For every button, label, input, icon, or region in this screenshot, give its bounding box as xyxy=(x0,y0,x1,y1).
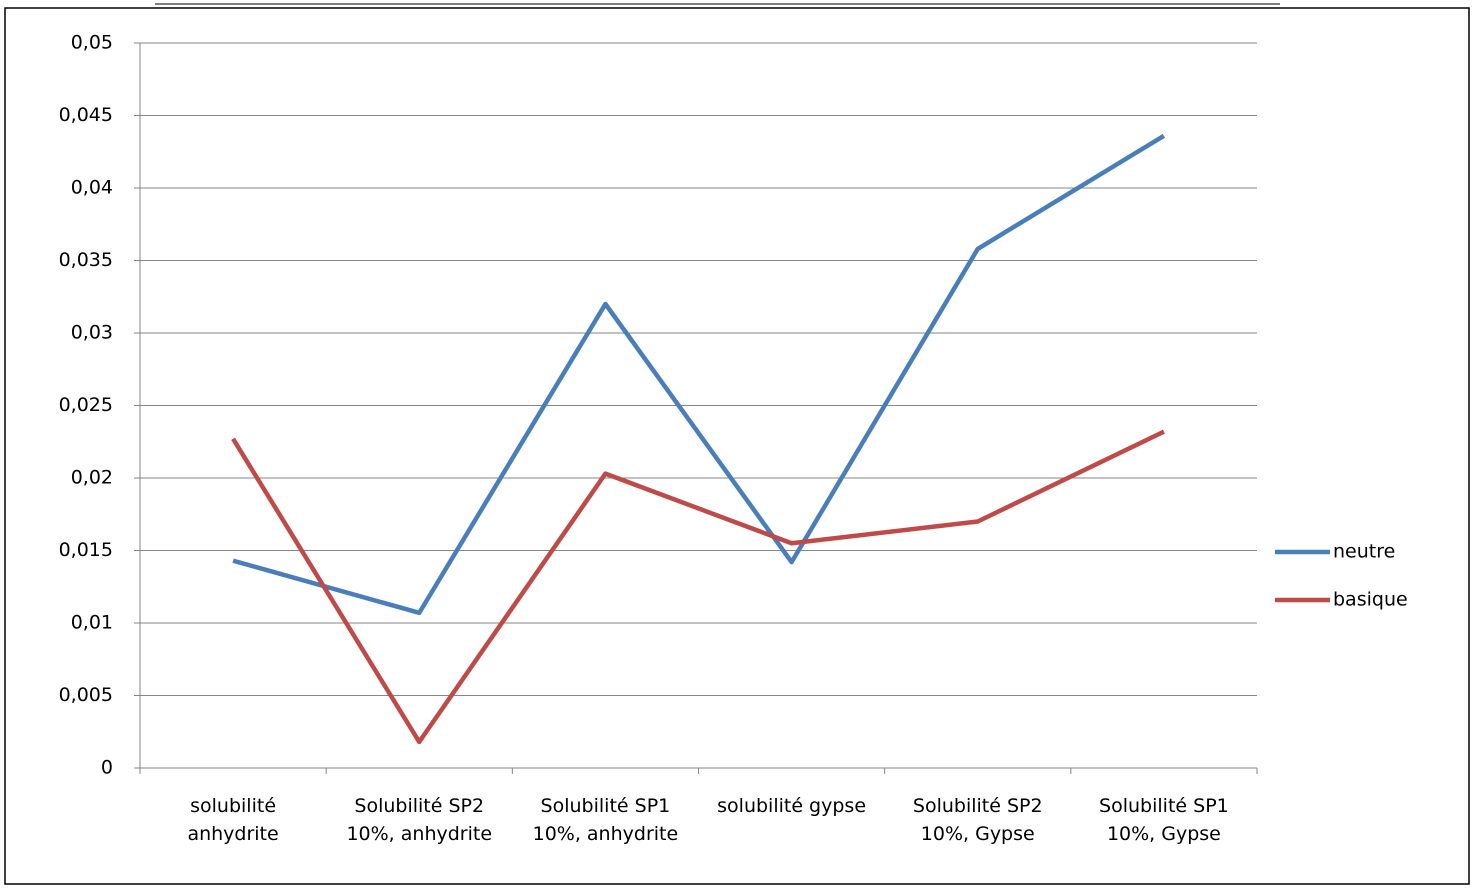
x-tick-label: solubilité anhydrite xyxy=(187,795,279,845)
y-tick-label: 0,03 xyxy=(71,322,113,344)
x-tick-label: Solubilité SP1 10%, Gypse xyxy=(1099,795,1229,845)
x-tick-label: Solubilité SP2 10%, Gypse xyxy=(912,795,1043,845)
legend-label: basique xyxy=(1333,589,1408,611)
y-tick-label: 0,02 xyxy=(71,467,113,489)
legend-label: neutre xyxy=(1333,541,1395,563)
y-tick-label: 0,01 xyxy=(71,612,113,634)
y-tick-label: 0,025 xyxy=(59,394,113,416)
y-tick-label: 0,005 xyxy=(59,684,113,706)
series-line xyxy=(232,133,1166,616)
x-tick-label: Solubilité SP2 10%, anhydrite xyxy=(346,795,493,845)
series-line xyxy=(231,429,1165,745)
y-tick-label: 0,04 xyxy=(71,177,113,199)
y-tick-label: 0,015 xyxy=(59,539,113,561)
y-tick-label: 0 xyxy=(101,757,113,779)
x-tick-label: solubilité gypse xyxy=(717,795,867,817)
y-tick-label: 0,05 xyxy=(71,32,113,54)
chart-border xyxy=(4,7,1470,885)
y-tick-label: 0,035 xyxy=(59,249,113,271)
x-tick-label: Solubilité SP1 10%, anhydrite xyxy=(532,795,679,845)
y-tick-label: 0,045 xyxy=(59,104,113,126)
